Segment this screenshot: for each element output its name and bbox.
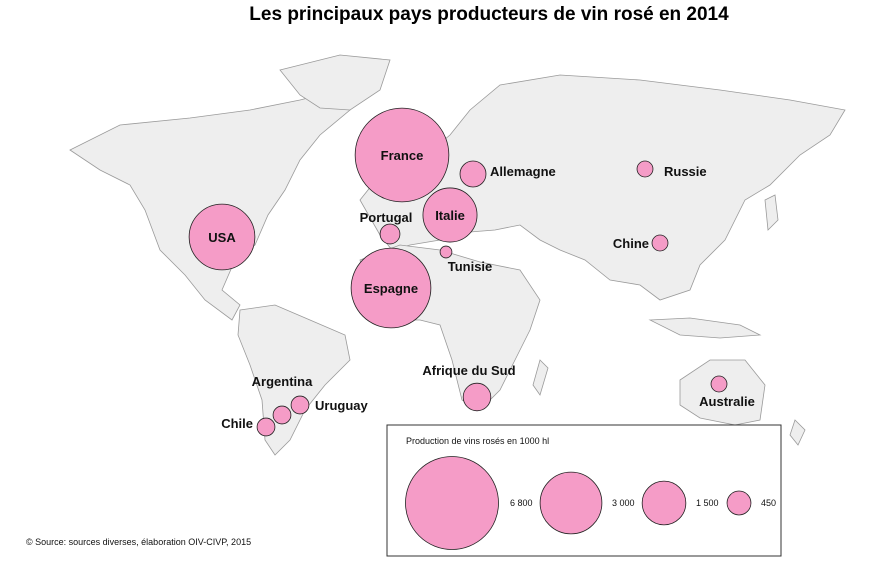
label-france: France bbox=[381, 148, 424, 163]
bubble-france bbox=[354, 107, 450, 203]
greenland bbox=[279, 54, 391, 111]
australia bbox=[679, 359, 766, 426]
bubble-uruguay bbox=[290, 395, 310, 415]
bubble-australie bbox=[710, 375, 728, 393]
legend-label: 1 500 bbox=[696, 498, 719, 508]
legend-label: 450 bbox=[761, 498, 776, 508]
source-note: © Source: sources diverses, élaboration … bbox=[26, 537, 252, 547]
eurasia bbox=[359, 74, 846, 301]
label-usa: USA bbox=[208, 230, 236, 245]
label-chine: Chine bbox=[613, 236, 649, 251]
legend-circle bbox=[726, 490, 752, 516]
bubble-espagne bbox=[350, 247, 432, 329]
legend-circle bbox=[641, 480, 687, 526]
legend-title: Production de vins rosés en 1000 hl bbox=[406, 436, 549, 446]
bubble-allemagne bbox=[459, 160, 487, 188]
south-america bbox=[237, 304, 351, 456]
bubble-tunisie bbox=[439, 245, 453, 259]
legend-circle bbox=[539, 471, 603, 535]
bubble-afrique-du-sud bbox=[462, 382, 492, 412]
bubble-chile bbox=[256, 417, 276, 437]
bubble-usa bbox=[188, 203, 256, 271]
label-australie: Australie bbox=[699, 394, 755, 409]
bubble-portugal bbox=[379, 223, 401, 245]
legend-label: 3 000 bbox=[612, 498, 635, 508]
legend-label: 6 800 bbox=[510, 498, 533, 508]
legend-circle bbox=[405, 456, 499, 550]
bubble-argentina bbox=[272, 405, 292, 425]
indonesia bbox=[648, 317, 762, 339]
japan bbox=[764, 194, 779, 231]
label-russie: Russie bbox=[664, 164, 707, 179]
label-espagne: Espagne bbox=[364, 281, 418, 296]
label-afrique-du-sud: Afrique du Sud bbox=[422, 363, 515, 378]
label-allemagne: Allemagne bbox=[490, 164, 556, 179]
bubble-chine bbox=[651, 234, 669, 252]
madagascar bbox=[532, 359, 549, 396]
map-title: Les principaux pays producteurs de vin r… bbox=[249, 4, 729, 25]
label-tunisie: Tunisie bbox=[448, 259, 493, 274]
label-argentina: Argentina bbox=[252, 374, 313, 389]
new-zealand bbox=[789, 419, 806, 446]
label-portugal: Portugal bbox=[360, 210, 413, 225]
north-america bbox=[69, 89, 351, 321]
bubble-russie bbox=[636, 160, 654, 178]
label-italie: Italie bbox=[435, 208, 465, 223]
bubble-italie bbox=[422, 187, 478, 243]
label-uruguay: Uruguay bbox=[315, 398, 369, 413]
label-chile: Chile bbox=[221, 416, 253, 431]
legend: Production de vins rosés en 1000 hl 6 80… bbox=[386, 424, 782, 557]
